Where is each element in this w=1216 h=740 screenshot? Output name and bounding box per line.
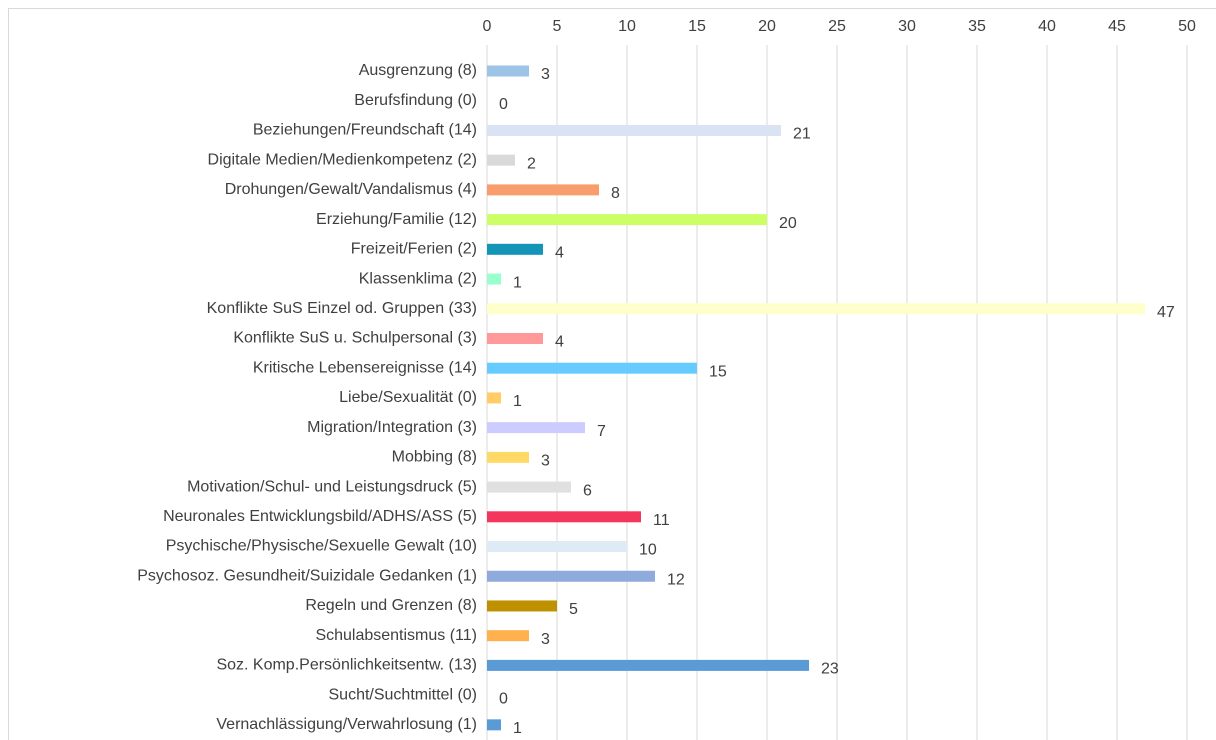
x-tick-label: 50 <box>1178 18 1196 35</box>
bar <box>487 481 571 493</box>
value-label: 4 <box>555 245 564 262</box>
y-tick-label: Konflikte SuS u. Schulpersonal (3) <box>233 330 477 347</box>
value-label: 2 <box>527 155 536 172</box>
bar <box>487 214 767 226</box>
value-label: 10 <box>639 542 657 559</box>
value-label: 5 <box>569 601 578 618</box>
value-label: 1 <box>513 720 522 737</box>
value-label: 0 <box>499 96 508 113</box>
y-tick-label: Neuronales Entwicklungsbild/ADHS/ASS (5) <box>163 508 477 525</box>
y-tick-label: Psychische/Physische/Sexuelle Gewalt (10… <box>166 538 477 555</box>
value-label: 3 <box>541 453 550 470</box>
bar <box>487 719 501 731</box>
x-tick-label: 40 <box>1038 18 1056 35</box>
y-tick-label: Digitale Medien/Medienkompetenz (2) <box>208 151 477 168</box>
value-label: 3 <box>541 66 550 83</box>
bar <box>487 600 557 612</box>
bar <box>487 422 585 434</box>
y-tick-label: Sucht/Suchtmittel (0) <box>329 686 478 703</box>
y-tick-label: Soz. Komp.Persönlichkeitsentw. (13) <box>216 657 477 674</box>
value-label: 21 <box>793 126 811 143</box>
value-label: 20 <box>779 215 797 232</box>
bar <box>487 511 641 523</box>
bar <box>487 570 655 582</box>
y-tick-label: Klassenklima (2) <box>359 270 477 287</box>
x-tick-label: 5 <box>553 18 562 35</box>
y-tick-label: Vernachlässigung/Verwahrlosung (1) <box>216 716 477 733</box>
bar <box>487 392 501 404</box>
value-label: 23 <box>821 661 839 678</box>
bar <box>487 630 529 642</box>
value-label: 0 <box>499 690 508 707</box>
bar <box>487 124 781 136</box>
value-label: 1 <box>513 393 522 410</box>
y-tick-label: Regeln und Grenzen (8) <box>305 597 477 614</box>
y-tick-label: Schulabsentismus (11) <box>315 627 477 644</box>
bar <box>487 65 529 77</box>
value-label: 1 <box>513 274 522 291</box>
value-label: 3 <box>541 631 550 648</box>
bar <box>487 451 529 463</box>
y-tick-label: Drohungen/Gewalt/Vandalismus (4) <box>225 181 477 198</box>
x-tick-label: 35 <box>968 18 986 35</box>
y-tick-label: Liebe/Sexualität (0) <box>339 389 477 406</box>
bar <box>487 243 543 255</box>
bar <box>487 303 1145 315</box>
y-tick-label: Migration/Integration (3) <box>307 419 477 436</box>
x-tick-label: 20 <box>758 18 776 35</box>
x-tick-label: 45 <box>1108 18 1126 35</box>
y-tick-label: Mobbing (8) <box>392 449 477 466</box>
bar <box>487 154 515 166</box>
y-tick-label: Psychosoz. Gesundheit/Suizidale Gedanken… <box>137 567 477 584</box>
bar <box>487 659 809 671</box>
value-label: 6 <box>583 482 592 499</box>
y-tick-label: Motivation/Schul- und Leistungsdruck (5) <box>187 478 477 495</box>
y-tick-label: Erziehung/Familie (12) <box>316 211 477 228</box>
value-label: 15 <box>709 363 727 380</box>
bar <box>487 184 599 196</box>
y-tick-label: Berufsfindung (0) <box>354 92 477 109</box>
x-tick-label: 25 <box>828 18 846 35</box>
x-tick-label: 15 <box>688 18 706 35</box>
value-label: 47 <box>1157 304 1175 321</box>
y-tick-label: Konflikte SuS Einzel od. Gruppen (33) <box>207 300 477 317</box>
x-tick-label: 30 <box>898 18 916 35</box>
value-label: 7 <box>597 423 606 440</box>
value-label: 12 <box>667 571 685 588</box>
bar <box>487 332 543 344</box>
value-label: 11 <box>653 512 670 529</box>
bar <box>487 541 627 553</box>
chart-border <box>8 8 1216 740</box>
y-tick-label: Beziehungen/Freundschaft (14) <box>253 122 477 139</box>
y-tick-label: Freizeit/Ferien (2) <box>351 241 477 258</box>
value-label: 8 <box>611 185 620 202</box>
value-label: 4 <box>555 334 564 351</box>
bar <box>487 362 697 374</box>
y-tick-label: Kritische Lebensereignisse (14) <box>253 359 477 376</box>
bar <box>487 273 501 285</box>
y-tick-label: Ausgrenzung (8) <box>359 62 477 79</box>
x-tick-label: 10 <box>618 18 636 35</box>
x-tick-label: 0 <box>483 18 492 35</box>
